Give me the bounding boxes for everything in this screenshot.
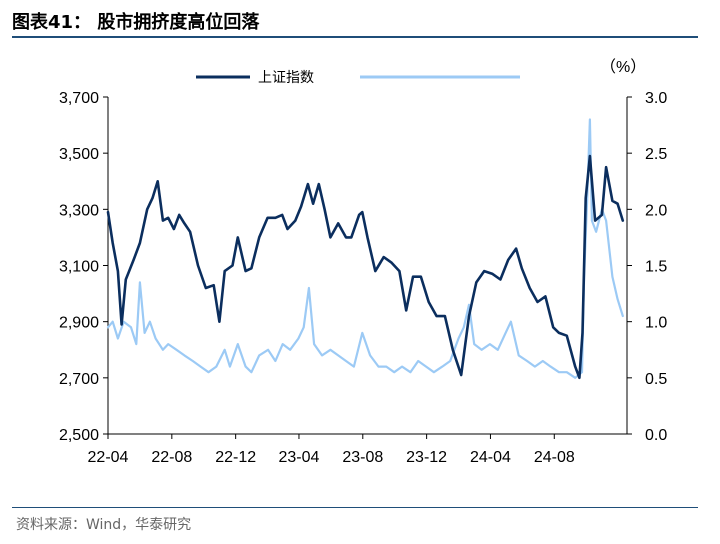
x-tick-label: 23-04 bbox=[279, 449, 320, 466]
x-tick-label: 23-08 bbox=[342, 449, 383, 466]
x-tick-label: 23-12 bbox=[406, 449, 447, 466]
legend: 上证指数 bbox=[196, 70, 520, 86]
page-title: 图表41： 股市拥挤度高位回落 bbox=[12, 12, 260, 33]
axes: 3,700 3,500 3,300 3,100 2,900 2,700 2,500 3.0 2.… bbox=[59, 90, 667, 466]
y-left-tick-label: 3,300 bbox=[59, 202, 99, 219]
x-tick-label: 24-08 bbox=[534, 449, 575, 466]
y-right-tick-label: 0.5 bbox=[645, 371, 667, 388]
x-tick-label: 24-04 bbox=[470, 449, 511, 466]
y-right-tick-label: 2.5 bbox=[645, 146, 667, 163]
y-right-tick-label: 3.0 bbox=[645, 90, 667, 107]
y-left-tick-label: 2,900 bbox=[59, 315, 99, 332]
y-left-tick-label: 2,500 bbox=[59, 427, 99, 444]
legend-label-index: 上证指数 bbox=[258, 70, 314, 86]
series-lines bbox=[106, 118, 625, 380]
source-note: 资料来源：Wind，华泰研究 bbox=[16, 517, 192, 533]
series-line-index bbox=[106, 154, 625, 380]
x-tick-label: 22-04 bbox=[88, 449, 129, 466]
y-right-tick-label: 2.0 bbox=[645, 202, 667, 219]
y-left-tick-label: 3,700 bbox=[59, 90, 99, 107]
y-left-tick-label: 2,700 bbox=[59, 371, 99, 388]
y-right-tick-label: 1.0 bbox=[645, 315, 667, 332]
y-right-tick-label: 1.5 bbox=[645, 259, 667, 276]
right-axis-unit: （%） bbox=[600, 58, 646, 76]
y-left-tick-label: 3,100 bbox=[59, 259, 99, 276]
y-right-tick-label: 0.0 bbox=[645, 427, 667, 444]
series-line-crowding bbox=[106, 118, 624, 379]
source-rule bbox=[12, 507, 698, 508]
y-left-tick-label: 3,500 bbox=[59, 146, 99, 163]
x-tick-label: 22-08 bbox=[151, 449, 192, 466]
x-tick-label: 22-12 bbox=[215, 449, 256, 466]
title-rule bbox=[12, 36, 698, 38]
